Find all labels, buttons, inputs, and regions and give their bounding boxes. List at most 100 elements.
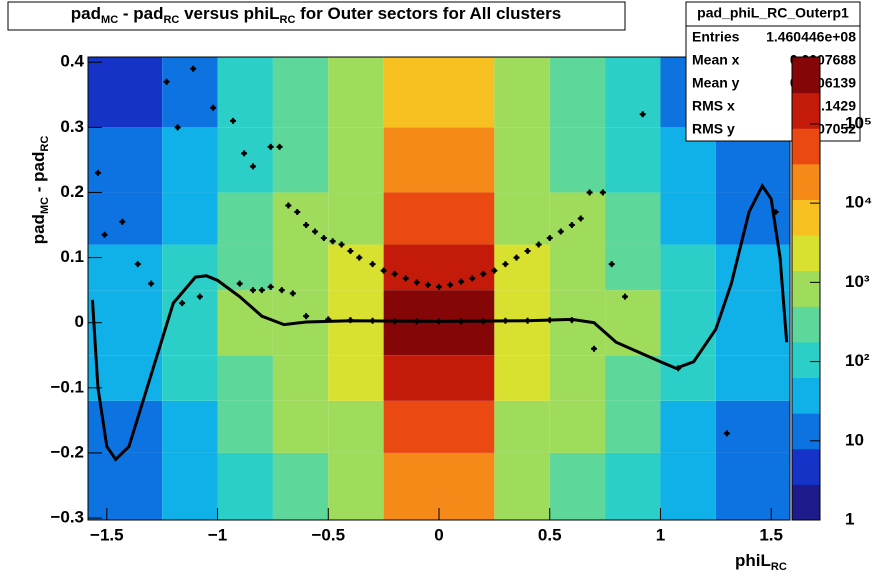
heat-cell [383,192,495,245]
data-point-dot [102,232,107,237]
data-point-dot [536,242,541,247]
stats-title: pad_phiL_RC_Outerp1 [697,5,849,21]
color-bar-step [792,92,820,129]
data-point-dot [190,66,196,71]
heat-cell [549,127,606,193]
label-part: RC [280,14,296,26]
heat-cell [660,290,716,356]
x-tick-label: −1.5 [90,525,124,544]
heat-cell [605,244,661,291]
data-point-dot [120,219,125,224]
y-tick-label: 0 [75,312,84,331]
heat-cell [217,127,273,193]
label-part: phiL [735,551,771,570]
heat-cell [328,244,384,291]
label-part: RC [771,561,787,573]
data-point-dot [175,125,180,130]
heat-cell [217,57,273,128]
label-part: pad [71,4,101,23]
data-point-dot [569,222,575,228]
heat-cell [162,57,218,128]
data-point-dot [230,118,236,124]
heat-cell [328,57,384,128]
data-point-dot [503,318,508,323]
z-tick-label: 10² [845,351,870,370]
heat-cell [605,452,661,520]
heat-cell [549,192,606,245]
heat-cell [383,400,495,453]
heat-cell [549,452,606,520]
heat-cell [217,400,273,453]
data-point-dot [414,280,420,285]
overlay [90,65,789,462]
y-tick-label: 0.1 [60,247,84,266]
data-point-dot [458,279,464,284]
color-bar-step [792,199,820,236]
stats-frame [685,1,861,142]
label-part: pad [29,214,48,244]
data-point-dot [295,209,300,215]
heat-cell [494,452,550,520]
data-point-dot [436,284,442,290]
heat-cell [715,400,790,453]
stats-label: Entries [692,29,740,45]
data-point-dot [481,319,486,324]
data-point-dot [447,282,453,288]
y-tick-label: −0.3 [50,508,84,527]
data-point-dot [237,281,242,286]
data-point-dot [591,346,597,351]
data-point-dot [403,276,408,281]
data-point-dot [458,319,464,324]
heatmap [88,57,790,520]
heat-cell [88,400,163,453]
data-point-dot [587,190,592,195]
heat-cell [660,244,716,291]
heat-cell [715,192,790,245]
data-point-dot [210,105,216,110]
data-point-dot [481,271,486,277]
data-point-dot [339,242,344,247]
heat-cell [494,57,550,128]
label-part: - pad [118,4,163,23]
heat-cell [494,400,550,453]
y-tick-label: 0.4 [60,52,84,71]
data-point-dot [303,222,309,228]
heat-cell [549,244,606,291]
data-point-dot [392,319,397,324]
data-point-dot [148,281,154,286]
heat-cell [715,244,790,291]
heat-cell [162,127,218,193]
data-point-dot [381,268,386,273]
color-bar-step [792,484,820,521]
label-part: MC [101,14,118,26]
data-point-dot [578,216,583,221]
heat-cell [383,57,495,128]
heat-cell [494,127,550,193]
data-point-dot [525,318,530,323]
heat-cell [328,127,384,193]
data-point-dot [241,151,247,156]
data-point-dot [357,255,362,260]
color-bar-step [792,377,820,414]
heat-cell [272,127,329,193]
label-part: versus phiL [179,4,279,23]
heat-cell [162,192,218,245]
x-axis-label: phiLRC [735,551,787,572]
y-tick-label: −0.2 [50,442,84,461]
x-tick-label: −1 [208,525,227,544]
heat-cell [217,452,273,520]
heat-cell [715,452,790,520]
heat-cell [715,290,790,356]
heat-cell [162,290,218,356]
title-box [7,1,626,31]
data-point-dot [312,229,318,234]
data-point-dot [259,287,265,293]
z-tick-label: 10 [845,430,864,449]
data-point-dot [622,294,628,299]
heat-cell [494,192,550,245]
data-point-dot [470,276,475,281]
data-point-dot [321,235,327,241]
heat-cell [272,452,329,520]
label-part: - pad [29,152,48,197]
heat-cell [328,452,384,520]
